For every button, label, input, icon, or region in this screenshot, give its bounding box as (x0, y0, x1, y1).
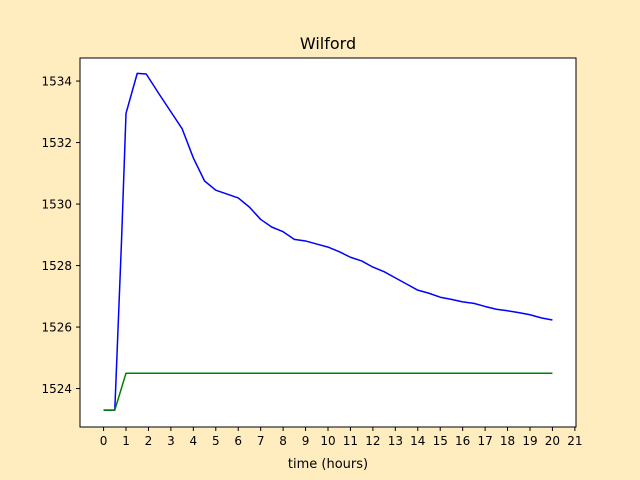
x-tick-label: 14 (410, 434, 425, 448)
x-tick-label: 20 (545, 434, 560, 448)
x-tick-label: 8 (279, 434, 287, 448)
chart-title: Wilford (300, 34, 356, 53)
y-tick-label: 1534 (41, 75, 72, 89)
x-tick-label: 12 (365, 434, 380, 448)
x-tick-label: 2 (145, 434, 153, 448)
y-tick-label: 1526 (41, 321, 72, 335)
y-axis: 1524 1526 1528 1530 1532 1534 (41, 75, 80, 396)
series-layer (103, 72, 553, 411)
x-tick-label: 9 (302, 434, 310, 448)
x-tick-label: 13 (388, 434, 403, 448)
x-tick-label: 3 (167, 434, 175, 448)
y-tick-label: 1528 (41, 259, 72, 273)
x-tick-label: 19 (522, 434, 537, 448)
x-tick-label: 5 (212, 434, 220, 448)
x-tick-label: 6 (234, 434, 242, 448)
y-tick-label: 1530 (41, 198, 72, 212)
plot-area (80, 58, 576, 427)
x-tick-label: 17 (477, 434, 492, 448)
x-tick-label: 7 (257, 434, 265, 448)
y-tick-label: 1524 (41, 382, 72, 396)
x-tick-label: 4 (190, 434, 198, 448)
series-line-2 (103, 372, 553, 411)
x-tick-label: 21 (567, 434, 582, 448)
x-tick-label: 15 (433, 434, 448, 448)
y-tick-label: 1532 (41, 136, 72, 150)
x-tick-label: 11 (343, 434, 358, 448)
x-axis: 0 1 2 3 4 5 6 7 8 9 10 11 12 13 14 15 16 17 18 19 20 21 (100, 427, 583, 448)
x-tick-label: 0 (100, 434, 108, 448)
series-line-1 (103, 72, 553, 411)
x-tick-label: 1 (122, 434, 130, 448)
x-axis-label: time (hours) (288, 457, 368, 472)
x-tick-label: 10 (320, 434, 335, 448)
x-tick-label: 16 (455, 434, 470, 448)
x-tick-label: 18 (500, 434, 515, 448)
